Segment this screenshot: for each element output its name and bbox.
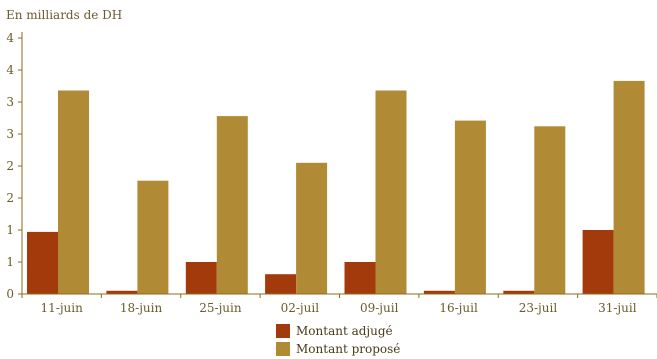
x-tick-label-6: 23-juil <box>519 301 558 315</box>
legend-swatch-adjuge <box>276 324 290 338</box>
y-tick-label-8: 4 <box>6 31 14 45</box>
x-tick-label-3: 02-juil <box>281 301 320 315</box>
y-tick-label-2: 1 <box>6 223 14 237</box>
bar-propose-1 <box>137 180 169 294</box>
bar-adjuge-5 <box>423 290 455 294</box>
legend-label-propose: Montant proposé <box>296 342 401 356</box>
x-tick-label-1: 18-juin <box>120 301 163 315</box>
y-tick-label-4: 2 <box>6 159 14 173</box>
y-tick-label-7: 4 <box>6 63 14 77</box>
bar-propose-7 <box>613 80 645 295</box>
bars-group <box>27 80 645 295</box>
x-tick-label-4: 09-juil <box>360 301 399 315</box>
y-tick-label-5: 3 <box>6 127 14 141</box>
bar-adjuge-2 <box>185 262 217 294</box>
legend-label-adjuge: Montant adjugé <box>296 324 393 338</box>
x-tick-label-2: 25-juin <box>199 301 242 315</box>
bar-propose-6 <box>534 126 566 294</box>
x-tick-label-5: 16-juil <box>439 301 478 315</box>
bar-adjuge-7 <box>582 230 614 294</box>
bar-adjuge-3 <box>265 274 297 294</box>
y-tick-label-1: 1 <box>6 255 14 269</box>
y-tick-label-6: 3 <box>6 95 14 109</box>
legend-item-propose: Montant proposé <box>276 340 400 358</box>
bar-propose-2 <box>216 116 248 294</box>
bar-propose-4 <box>375 90 407 294</box>
bar-adjuge-0 <box>27 231 58 294</box>
y-axis-label: En milliards de DH <box>6 8 122 22</box>
bar-propose-5 <box>454 120 486 294</box>
bar-adjuge-6 <box>503 290 535 294</box>
bar-propose-3 <box>296 162 328 294</box>
axes-group: 0 1 1 2 2 3 3 4 4 11-juin 18-juin 25-juin 02-juil 09-… <box>6 31 657 315</box>
bar-propose-0 <box>58 90 89 294</box>
x-tick-label-0: 11-juin <box>41 301 84 315</box>
y-tick-label-3: 2 <box>6 191 14 205</box>
legend-item-adjuge: Montant adjugé <box>276 322 400 340</box>
x-tick-label-7: 31-juil <box>598 301 637 315</box>
bar-adjuge-4 <box>344 262 376 294</box>
legend-swatch-propose <box>276 342 290 356</box>
bar-adjuge-1 <box>106 290 138 294</box>
y-tick-label-0: 0 <box>6 287 14 301</box>
legend: Montant adjugé Montant proposé <box>276 322 400 358</box>
